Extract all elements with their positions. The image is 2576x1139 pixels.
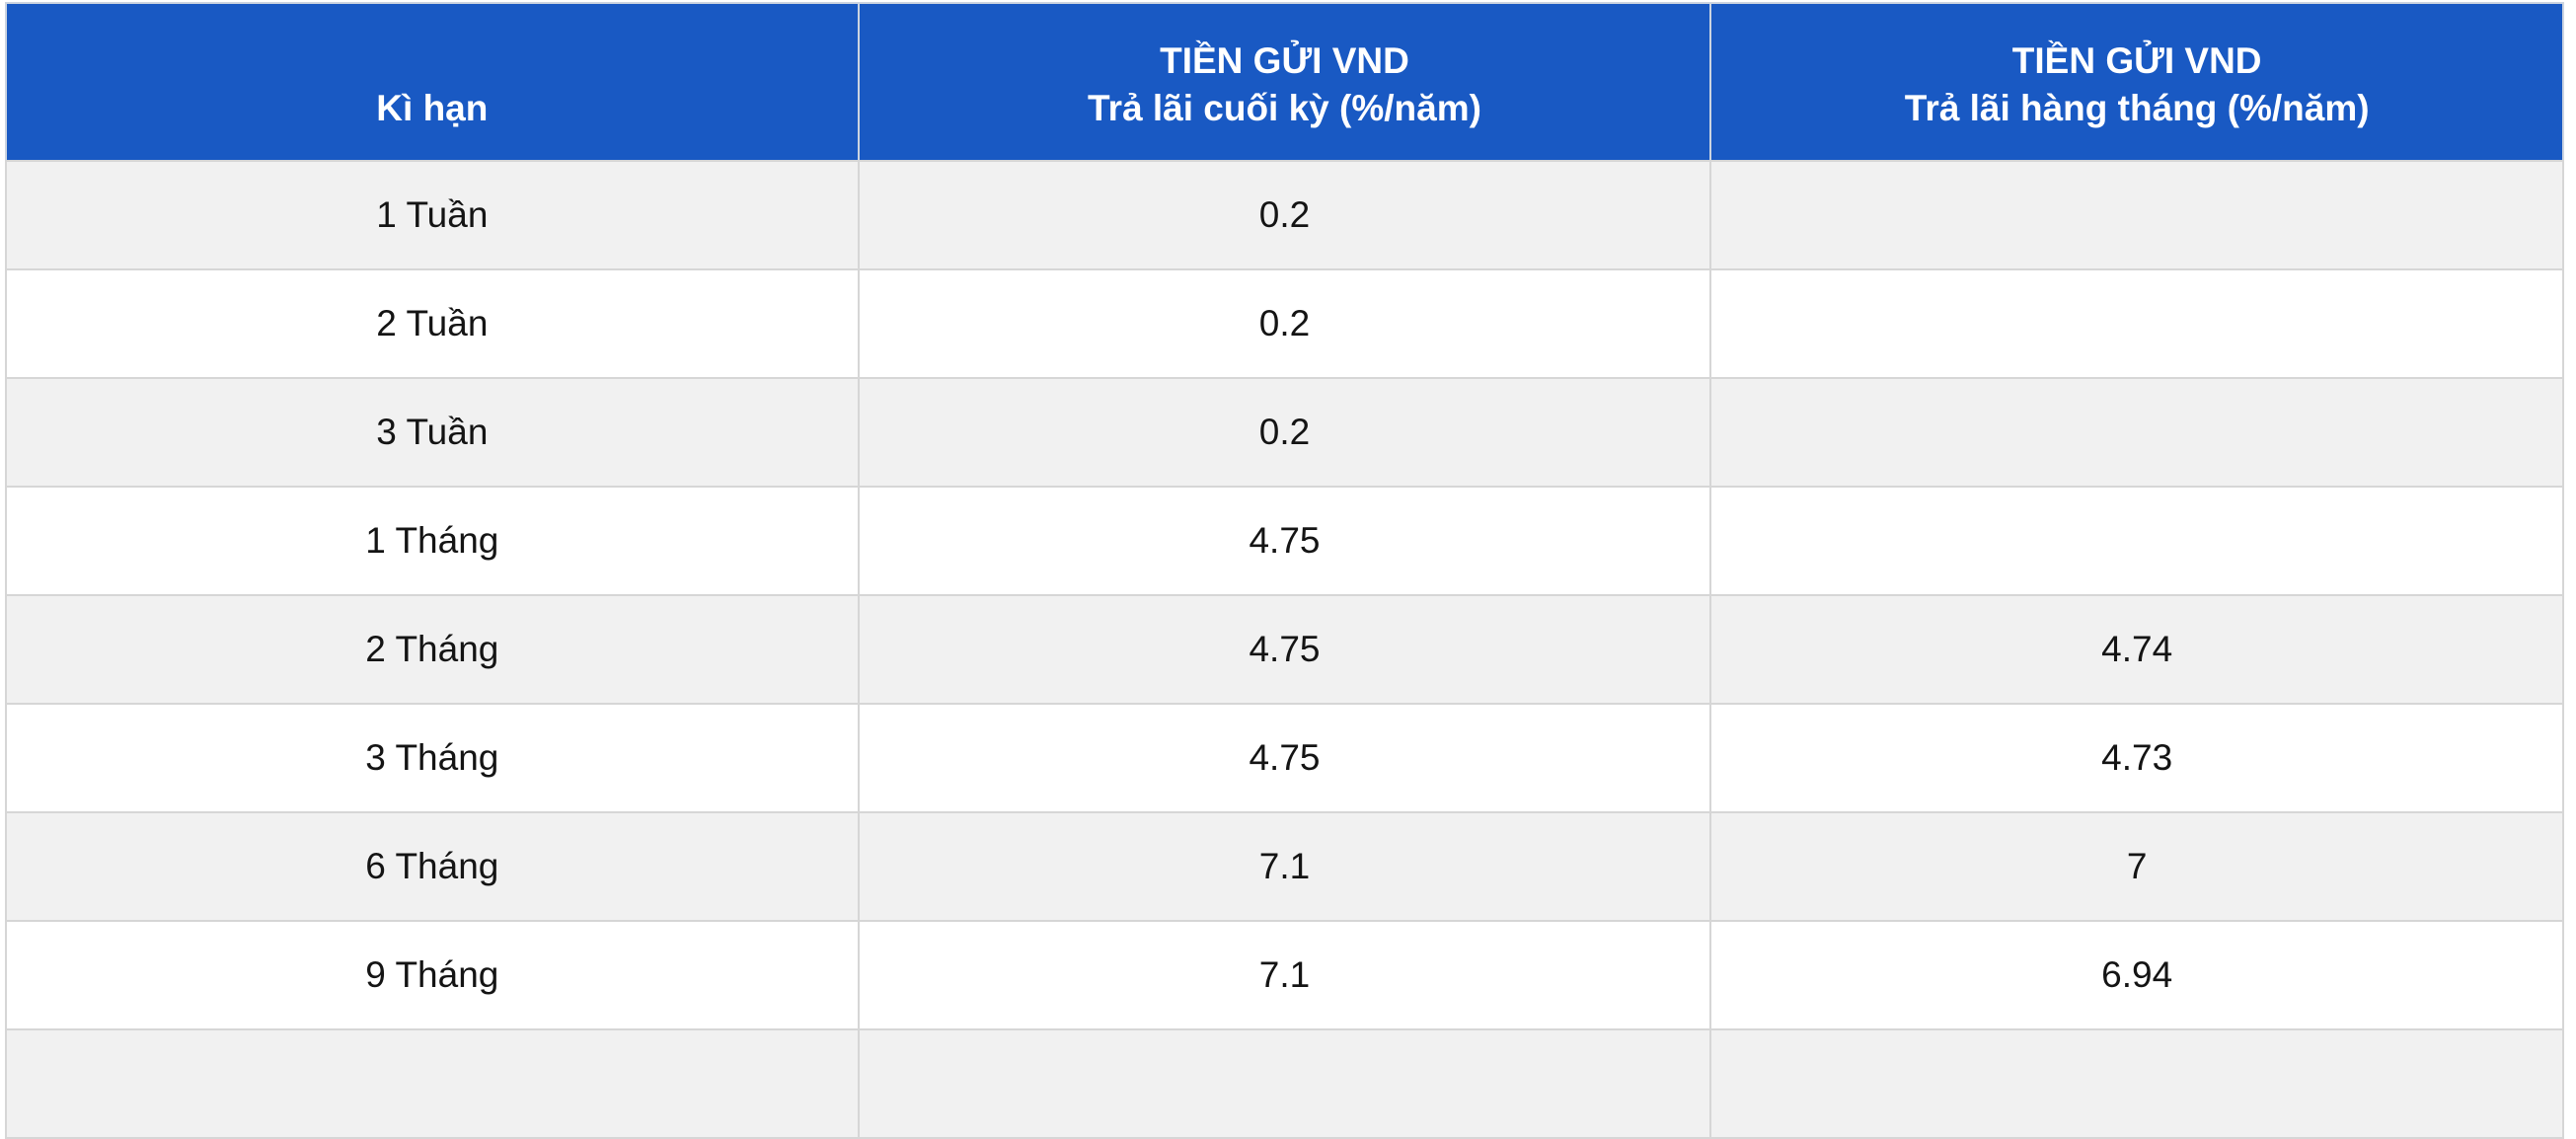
end-of-term-rate-cell: 4.75 xyxy=(857,594,1712,705)
end-of-term-rate-cell: 0.2 xyxy=(857,160,1712,270)
monthly-rate-cell xyxy=(1709,160,2564,270)
end-of-term-rate-cell: 7.1 xyxy=(857,811,1712,922)
monthly-rate-cell xyxy=(1709,1028,2564,1139)
monthly-rate-cell xyxy=(1709,377,2564,488)
header-monthly-line2: Trả lãi hàng tháng (%/năm) xyxy=(1904,88,2370,128)
header-term-label: Kì hạn xyxy=(376,88,489,128)
header-end-of-term-line1: TIỀN GỬI VND xyxy=(1160,40,1409,81)
header-row: Kì hạn TIỀN GỬI VND Trả lãi cuối kỳ (%/n… xyxy=(5,2,2564,162)
table-row: 3 Tuần 0.2 xyxy=(5,377,2564,488)
table-row-partial xyxy=(5,1028,2564,1139)
header-end-of-term-line2: Trả lãi cuối kỳ (%/năm) xyxy=(1088,88,1481,128)
header-cell-monthly-rate: TIỀN GỬI VND Trả lãi hàng tháng (%/năm) xyxy=(1709,2,2564,162)
header-cell-end-of-term-rate: TIỀN GỬI VND Trả lãi cuối kỳ (%/năm) xyxy=(857,2,1712,162)
monthly-rate-cell: 4.73 xyxy=(1709,703,2564,813)
table-row: 9 Tháng 7.1 6.94 xyxy=(5,920,2564,1030)
table-row: 1 Tuần 0.2 xyxy=(5,160,2564,270)
header-monthly-line1: TIỀN GỬI VND xyxy=(2011,40,2262,81)
term-cell: 1 Tháng xyxy=(5,486,860,596)
monthly-rate-cell: 7 xyxy=(1709,811,2564,922)
table-row: 2 Tuần 0.2 xyxy=(5,268,2564,379)
term-cell: 3 Tuần xyxy=(5,377,860,488)
end-of-term-rate-cell: 4.75 xyxy=(857,703,1712,813)
term-cell: 2 Tuần xyxy=(5,268,860,379)
term-cell: 2 Tháng xyxy=(5,594,860,705)
deposit-rate-table-container: Kì hạn TIỀN GỬI VND Trả lãi cuối kỳ (%/n… xyxy=(5,2,2564,1139)
term-cell: 3 Tháng xyxy=(5,703,860,813)
table-row: 1 Tháng 4.75 xyxy=(5,486,2564,596)
deposit-rate-table: Kì hạn TIỀN GỬI VND Trả lãi cuối kỳ (%/n… xyxy=(5,2,2564,1139)
monthly-rate-cell xyxy=(1709,486,2564,596)
table-row: 6 Tháng 7.1 7 xyxy=(5,811,2564,922)
monthly-rate-cell: 4.74 xyxy=(1709,594,2564,705)
end-of-term-rate-cell: 7.1 xyxy=(857,920,1712,1030)
term-cell: 6 Tháng xyxy=(5,811,860,922)
end-of-term-rate-cell: 0.2 xyxy=(857,268,1712,379)
table-row: 3 Tháng 4.75 4.73 xyxy=(5,703,2564,813)
header-cell-term: Kì hạn xyxy=(5,2,860,162)
term-cell: 1 Tuần xyxy=(5,160,860,270)
monthly-rate-cell: 6.94 xyxy=(1709,920,2564,1030)
end-of-term-rate-cell: 4.75 xyxy=(857,486,1712,596)
end-of-term-rate-cell xyxy=(857,1028,1712,1139)
end-of-term-rate-cell: 0.2 xyxy=(857,377,1712,488)
monthly-rate-cell xyxy=(1709,268,2564,379)
table-row: 2 Tháng 4.75 4.74 xyxy=(5,594,2564,705)
term-cell: 9 Tháng xyxy=(5,920,860,1030)
term-cell xyxy=(5,1028,860,1139)
